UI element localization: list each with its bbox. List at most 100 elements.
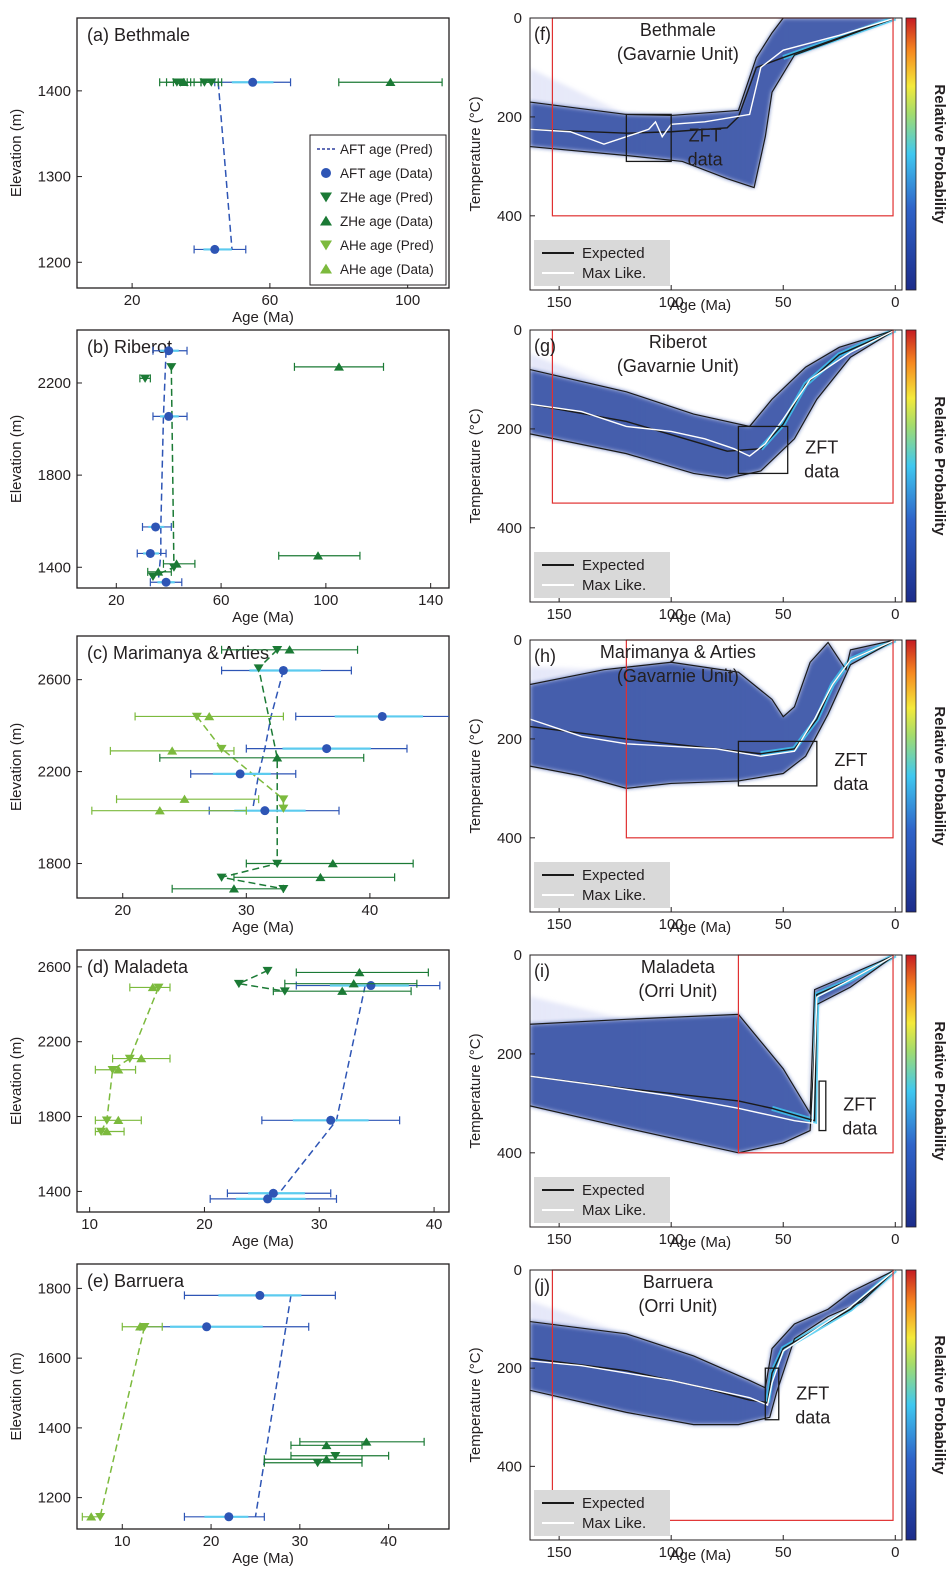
panel-label: (j): [534, 1276, 550, 1296]
x-tick-label: 100: [313, 592, 338, 609]
envelope-lower-line: [530, 955, 896, 1154]
y-tick-label: 1400: [38, 1420, 71, 1437]
y-axis-label: Temperature (°C): [467, 1347, 484, 1462]
y-axis-label: Temperature (°C): [467, 408, 484, 523]
colorbar: [905, 329, 917, 603]
x-tick-label: 0: [891, 1231, 899, 1248]
pred-triangle: [262, 966, 273, 976]
colorbar-label: Relative Probability: [931, 84, 948, 224]
zft-label: data: [688, 149, 724, 169]
legend-box: [534, 862, 670, 908]
y-tick-label: 1400: [38, 83, 71, 100]
y-tick-label: 200: [497, 1360, 522, 1377]
legend-label: AFT age (Pred): [340, 142, 433, 157]
aft-data-point: [210, 244, 220, 254]
thermal-history-j: ZFT data 0 200 400 150 100 50 0 Age (Ma) Temperatu…: [467, 1262, 948, 1564]
panel-subtitle: (Gavarnie Unit): [617, 44, 739, 64]
colorbar: [905, 954, 917, 1228]
x-tick-label: 30: [311, 1216, 328, 1233]
legend-label: ZHe age (Pred): [340, 190, 433, 205]
zft-label: data: [833, 774, 869, 794]
x-axis-label: Age (Ma): [669, 297, 731, 314]
x-tick-label: 150: [547, 294, 572, 311]
plot-frame: [76, 635, 450, 899]
panel-title: (d) Maladeta: [87, 957, 189, 977]
aft-data-point: [260, 806, 270, 816]
data-triangle: [354, 967, 365, 977]
aft-data-point: [145, 548, 155, 558]
x-tick-label: 100: [395, 292, 420, 309]
y-tick-label: 0: [514, 947, 522, 964]
aft-data-point: [164, 346, 174, 356]
aft-data-point: [235, 769, 245, 779]
x-tick-label: 0: [891, 1544, 899, 1561]
x-tick-label: 30: [292, 1533, 309, 1550]
x-tick-label: 50: [775, 916, 792, 933]
y-axis-label: Elevation (m): [8, 1352, 25, 1440]
pred-triangle: [153, 983, 164, 992]
data-triangle: [136, 1054, 147, 1063]
data-triangle: [315, 872, 326, 882]
aft-data-point: [164, 411, 174, 421]
x-axis-label: Age (Ma): [669, 1234, 731, 1251]
y-tick-label: 400: [497, 830, 522, 847]
envelope-lower-line: [530, 330, 896, 479]
pred-triangle: [175, 78, 186, 87]
x-tick-label: 50: [775, 294, 792, 311]
y-tick-label: 0: [514, 322, 522, 339]
pred-triangle: [206, 78, 217, 87]
y-tick-label: 400: [497, 1458, 522, 1475]
y-tick-label: 400: [497, 520, 522, 537]
legend-box: [534, 240, 670, 286]
plot-frame: [529, 954, 903, 1228]
x-tick-label: 100: [659, 1544, 684, 1561]
plot-frame: [76, 949, 450, 1213]
x-tick-label: 150: [547, 1231, 572, 1248]
zft-label: ZFT: [843, 1095, 876, 1115]
probability-band: [530, 1270, 896, 1425]
pred-triangle: [168, 563, 179, 572]
pred-triangle: [278, 795, 289, 804]
expected-path-line: [530, 330, 896, 452]
data-triangle: [154, 806, 165, 815]
y-axis-label: Temperature (°C): [467, 96, 484, 211]
legend-expected-label: Expected: [582, 1495, 645, 1512]
y-tick-label: 2200: [38, 764, 71, 781]
pred-triangle: [272, 646, 283, 655]
max-likelihood-path-line: [530, 18, 896, 145]
x-tick-label: 50: [775, 606, 792, 623]
plot-frame: [529, 639, 903, 913]
legend-circle-icon: [321, 168, 331, 178]
data-triangle: [167, 746, 178, 755]
pred-triangle: [139, 1323, 150, 1332]
x-tick-label: 150: [547, 1544, 572, 1561]
x-tick-label: 20: [114, 902, 131, 919]
plot-frame: [529, 17, 903, 291]
panel-label: (h): [534, 646, 556, 666]
x-tick-label: 100: [659, 1231, 684, 1248]
zft-label: data: [804, 461, 840, 481]
y-tick-label: 2600: [38, 672, 71, 689]
legend-triangle-icon: [320, 263, 332, 274]
pred-triangle: [166, 363, 177, 372]
x-tick-label: 150: [547, 606, 572, 623]
pred-triangle: [147, 572, 158, 581]
data-triangle: [361, 1437, 372, 1446]
panel-subtitle: (Gavarnie Unit): [617, 356, 739, 376]
y-tick-label: 400: [497, 1145, 522, 1162]
panel-title: Barruera: [643, 1272, 714, 1292]
zft-constraint-box: [818, 1080, 827, 1132]
envelope-lower-line: [530, 640, 896, 789]
colorbar-label: Relative Probability: [931, 396, 948, 536]
legend-maxlike-label: Max Like.: [582, 1515, 646, 1532]
thermal-history-i: ZFT data 0 200 400 150 100 50 0 Age (Ma) Temperatu…: [467, 947, 948, 1251]
x-tick-label: 30: [238, 902, 255, 919]
x-tick-label: 10: [114, 1533, 131, 1550]
data-triangle: [272, 753, 283, 762]
x-tick-label: 50: [775, 1231, 792, 1248]
plot-frame: [529, 1269, 903, 1541]
data-triangle: [385, 77, 396, 87]
panel-title: (b) Riberot: [87, 337, 172, 357]
zft-label: data: [842, 1119, 878, 1139]
y-axis-label: Elevation (m): [8, 723, 25, 811]
